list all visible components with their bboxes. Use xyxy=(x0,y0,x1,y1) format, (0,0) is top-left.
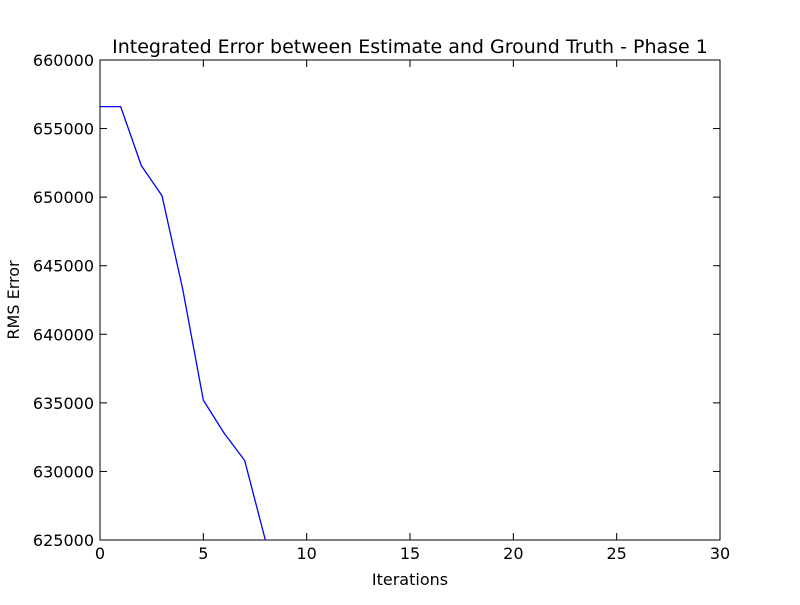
x-axis: 0 5 10 15 20 25 30 xyxy=(95,60,730,563)
x-axis-label: Iterations xyxy=(372,570,448,589)
x-tick-label: 25 xyxy=(606,544,626,563)
y-tick-label: 650000 xyxy=(33,188,94,207)
y-tick-label: 660000 xyxy=(33,51,94,70)
x-tick-label: 15 xyxy=(400,544,420,563)
chart-title: Integrated Error between Estimate and Gr… xyxy=(112,36,708,58)
x-tick-label: 20 xyxy=(503,544,523,563)
y-axis-label: RMS Error xyxy=(4,260,23,340)
y-tick-label: 630000 xyxy=(33,462,94,481)
x-tick-label: 5 xyxy=(198,544,208,563)
y-tick-label: 625000 xyxy=(33,531,94,550)
x-tick-label: 0 xyxy=(95,544,105,563)
x-tick-label: 30 xyxy=(710,544,730,563)
plot-area xyxy=(99,59,721,541)
x-tick-label: 10 xyxy=(296,544,316,563)
y-tick-label: 635000 xyxy=(33,394,94,413)
y-tick-label: 640000 xyxy=(33,325,94,344)
series-layer xyxy=(100,105,266,541)
y-axis: 625000 630000 635000 640000 645000 650000 6550… xyxy=(33,51,720,550)
y-tick-label: 655000 xyxy=(33,120,94,139)
y-tick-label: 645000 xyxy=(33,257,94,276)
series-line xyxy=(100,105,266,541)
